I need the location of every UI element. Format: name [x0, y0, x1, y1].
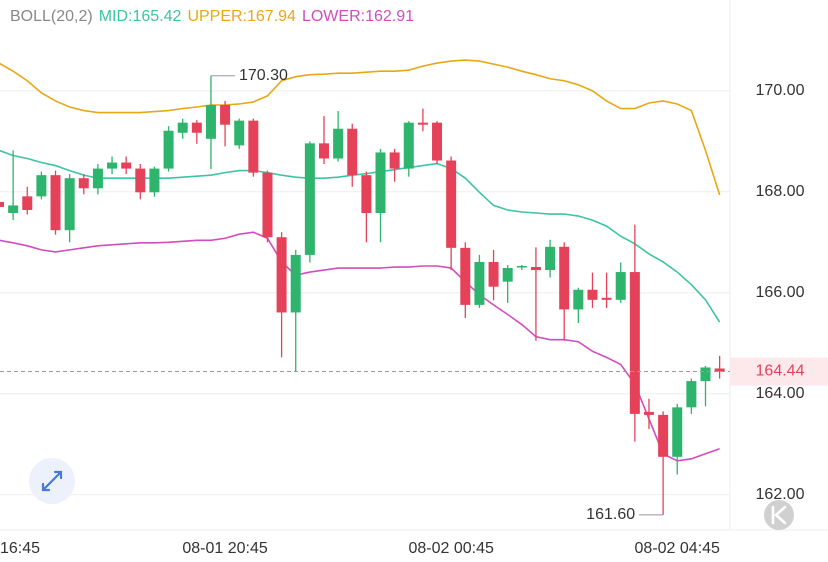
candle-body: [149, 168, 160, 193]
candle-body: [587, 289, 598, 300]
expand-button[interactable]: [29, 458, 75, 504]
candle-body: [417, 122, 428, 125]
plot-area: [0, 59, 730, 516]
candle-body: [700, 367, 711, 382]
last-price-box: [730, 357, 828, 386]
candle-body: [375, 152, 386, 214]
legend-entry: LOWER:162.91: [301, 8, 415, 25]
legend-entry: UPPER:167.94: [187, 8, 296, 25]
candle-body: [672, 407, 683, 457]
x-tick-label: 08-01 20:45: [182, 540, 268, 557]
candle-body: [92, 168, 103, 189]
candle-body: [446, 160, 457, 248]
candle-body: [205, 104, 216, 139]
candle-body: [686, 381, 697, 408]
candle-body: [276, 237, 287, 313]
candle-body: [177, 122, 188, 133]
boll-line: [0, 149, 721, 323]
boll-line: [0, 59, 721, 196]
scroll-to-start-button[interactable]: [764, 500, 794, 530]
candle-body: [8, 205, 19, 214]
candle-body: [502, 268, 513, 282]
candle-body: [220, 104, 231, 125]
candle-body: [530, 267, 541, 271]
candle-body: [64, 178, 75, 231]
indicator-name: BOLL(20,2): [10, 8, 93, 25]
candle-body: [22, 196, 33, 210]
candle-body: [559, 246, 570, 310]
candle-body: [135, 168, 146, 193]
candle-body: [107, 162, 118, 169]
x-tick-label: 16:45: [0, 540, 40, 557]
y-tick-label: 170.00: [756, 82, 805, 99]
candle-body: [615, 272, 626, 300]
candle-body: [488, 261, 499, 287]
candle-body: [304, 143, 315, 255]
y-tick-label: 164.00: [756, 385, 805, 402]
candle-body: [248, 120, 259, 173]
candle-body: [460, 247, 471, 305]
candle-body: [432, 122, 443, 161]
x-tick-label: 08-02 00:45: [408, 540, 494, 557]
candle-body: [163, 130, 174, 169]
candle-body: [290, 254, 301, 313]
candle-body: [629, 272, 640, 414]
candle-body: [474, 261, 485, 305]
candle-body: [389, 152, 400, 169]
candle-body: [36, 175, 47, 197]
y-tick-label: 162.00: [756, 486, 805, 503]
candle-body: [333, 128, 344, 159]
legend-entry: MID:165.42: [98, 8, 182, 25]
candle-body: [658, 414, 669, 457]
candle-body: [191, 122, 202, 133]
last-price-label: 164.44: [756, 363, 805, 380]
candle-body: [262, 172, 273, 238]
candle-body: [403, 122, 414, 169]
boll-line: [0, 231, 720, 462]
candle-body: [234, 120, 245, 146]
candle-body: [643, 411, 654, 415]
x-tick-label: 08-02 04:45: [635, 540, 721, 557]
low-annotation: 161.60: [586, 506, 635, 523]
candle-body: [78, 178, 89, 189]
candle-body: [318, 143, 329, 159]
legend: BOLL(20,2) MID:165.42 UPPER:167.94 LOWER:1…: [10, 8, 414, 26]
high-annotation: 170.30: [239, 67, 288, 84]
candle-body: [121, 162, 132, 169]
candle-body: [601, 297, 612, 300]
candle-body: [0, 201, 4, 207]
y-tick-label: 166.00: [756, 284, 805, 301]
candle-body: [361, 175, 372, 214]
candle-body: [545, 246, 556, 271]
candle-body: [714, 368, 725, 372]
candle-body: [347, 128, 358, 176]
y-tick-label: 168.00: [756, 183, 805, 200]
candle-body: [50, 175, 61, 231]
candle-body: [573, 289, 584, 310]
candle-body: [516, 266, 527, 268]
